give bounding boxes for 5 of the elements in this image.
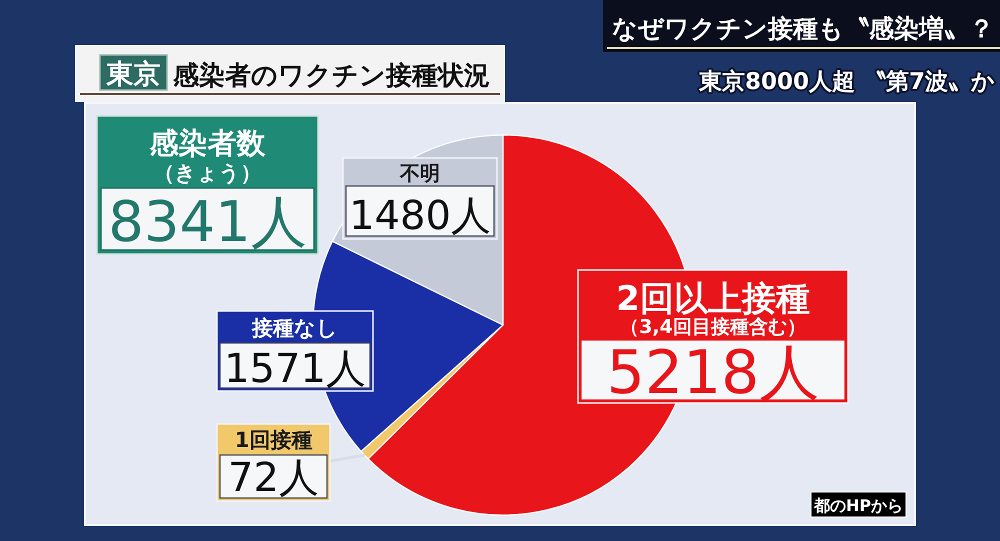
total-sub: （きょう） <box>154 161 262 185</box>
title: 感染者のワクチン接種状況 <box>173 61 490 91</box>
total-value: 8341人 <box>108 190 307 255</box>
source: 都のHPから <box>814 496 904 515</box>
total-head: 感染者数 <box>150 126 266 160</box>
